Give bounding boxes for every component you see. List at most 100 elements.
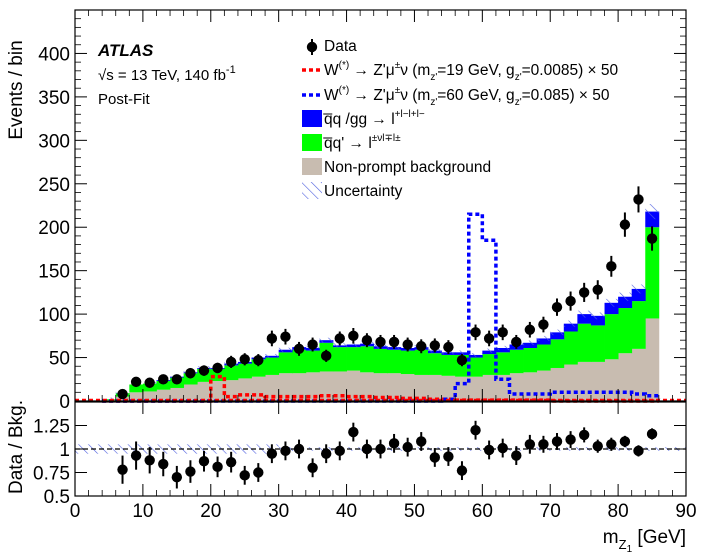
- data-point: [524, 324, 536, 335]
- uncertainty-hatch: [346, 342, 361, 347]
- uncertainty-hatch: [577, 310, 591, 318]
- legend-entry-4: q̅q' → l±νl∓l±: [302, 133, 401, 152]
- ratio-point: [429, 452, 441, 463]
- ratio-y-tick-label: 0.5: [44, 487, 70, 508]
- histogram-bar: [373, 348, 388, 374]
- histogram-bar: [604, 314, 619, 360]
- histogram-bar: [563, 331, 578, 365]
- legend-label: Uncertainty: [324, 183, 403, 200]
- data-point: [388, 336, 400, 348]
- data-point: [266, 333, 278, 344]
- histogram-bar: [278, 373, 293, 401]
- legend-swatch: [302, 158, 322, 175]
- ratio-point: [402, 441, 413, 453]
- legend-entry-3: q̅q /gg → l+l−l+l−: [302, 109, 425, 128]
- histogram-bar: [577, 314, 592, 324]
- data-point: [239, 354, 250, 365]
- histogram-bar: [482, 354, 497, 375]
- data-point: [158, 374, 169, 385]
- data-point: [171, 374, 183, 385]
- x-tick-label: 70: [540, 501, 561, 522]
- ratio-y-axis-title: Data / Bkg.: [6, 400, 27, 494]
- data-point: [551, 301, 563, 313]
- data-point: [402, 339, 413, 350]
- histogram-bar: [590, 361, 605, 401]
- data-point: [565, 295, 576, 307]
- uncertainty-hatch: [482, 348, 496, 353]
- x-tick-label: 90: [675, 501, 696, 522]
- uncertainty-hatch: [278, 347, 293, 352]
- legend-swatch: [302, 134, 322, 151]
- ratio-uncertainty-hatch: [75, 444, 279, 454]
- data-point: [293, 343, 305, 355]
- histogram-bar: [604, 302, 619, 315]
- histogram-bar: [428, 374, 442, 401]
- uncertainty-hatch: [495, 345, 510, 351]
- ratio-point: [497, 442, 508, 454]
- legend-label: Non-prompt background: [324, 159, 491, 176]
- y-tick-label: 400: [38, 44, 70, 65]
- histogram-bar: [618, 353, 633, 401]
- histogram-bar: [346, 370, 361, 401]
- x-tick-label: 60: [472, 501, 493, 522]
- data-points: [117, 186, 658, 400]
- histogram-bar: [305, 372, 320, 401]
- histogram-bar: [414, 349, 429, 375]
- uncertainty-hatch: [468, 353, 483, 357]
- legend-entry-1: W(*) → Z'μ±ν (mz'=19 GeV, gz'=0.0085) × …: [302, 60, 619, 83]
- ratio-point: [416, 436, 427, 447]
- uncertainty-hatch: [102, 397, 116, 401]
- uncertainty-hatch: [645, 204, 659, 220]
- ratio-point: [253, 467, 264, 478]
- fit-label: Post-Fit: [98, 91, 151, 108]
- data-point: [212, 362, 223, 374]
- histogram-bar: [332, 371, 347, 401]
- ratio-point: [646, 428, 658, 440]
- histogram-bar: [265, 374, 280, 401]
- data-point: [497, 327, 508, 338]
- ratio-point: [375, 443, 386, 455]
- data-point: [416, 341, 427, 352]
- ratio-point: [212, 461, 223, 473]
- data-point: [483, 333, 495, 344]
- ratio-y-tick-label: 1.25: [33, 417, 70, 438]
- uncertainty-hatch: [455, 350, 469, 355]
- histogram-bar: [495, 352, 510, 375]
- histogram-bar: [536, 344, 551, 371]
- y-axis-title: Events / bin: [6, 40, 27, 139]
- data-point: [646, 233, 658, 244]
- ratio-point: [633, 445, 644, 457]
- data-point: [307, 339, 318, 350]
- y-tick-label: 0: [59, 392, 70, 413]
- histogram-bar: [428, 353, 442, 375]
- data-point: [429, 340, 441, 351]
- data-point: [117, 388, 128, 400]
- ratio-point: [293, 443, 305, 455]
- legend: Data W(*) → Z'μ±ν (mz'=19 GeV, gz'=0.0085…: [302, 38, 619, 200]
- ratio-point: [320, 448, 332, 459]
- ratio-panel: 0.50.75 11.25 0 10 20 30 40 50 60 70 80 90 Data / Bk…: [6, 400, 697, 555]
- histogram-bar: [645, 318, 660, 401]
- ratio-point: [551, 436, 563, 447]
- ratio-point: [538, 439, 549, 450]
- histogram-bar: [550, 367, 565, 401]
- histogram-bar: [645, 227, 660, 319]
- legend-marker: [306, 41, 318, 53]
- histogram-bar: [237, 363, 252, 379]
- data-point: [144, 377, 155, 388]
- histogram-bar: [604, 359, 619, 401]
- histogram-bar: [332, 347, 347, 372]
- histogram-bar: [346, 347, 361, 371]
- main-panel: 0 50 100 150 200 250 300 350 400 Events / bin: [6, 9, 687, 413]
- histogram-bar: [360, 372, 375, 401]
- y-tick-label: 100: [38, 305, 70, 326]
- histogram-bar: [468, 376, 483, 401]
- uncertainty-hatch: [536, 335, 551, 341]
- legend-label: q̅q /gg → l+l−l+l−: [323, 109, 425, 128]
- ratio-point: [456, 465, 468, 476]
- histogram-bar: [156, 389, 171, 401]
- data-point: [592, 284, 603, 295]
- experiment-label: ATLAS: [97, 41, 154, 60]
- histogram-bar: [360, 346, 375, 373]
